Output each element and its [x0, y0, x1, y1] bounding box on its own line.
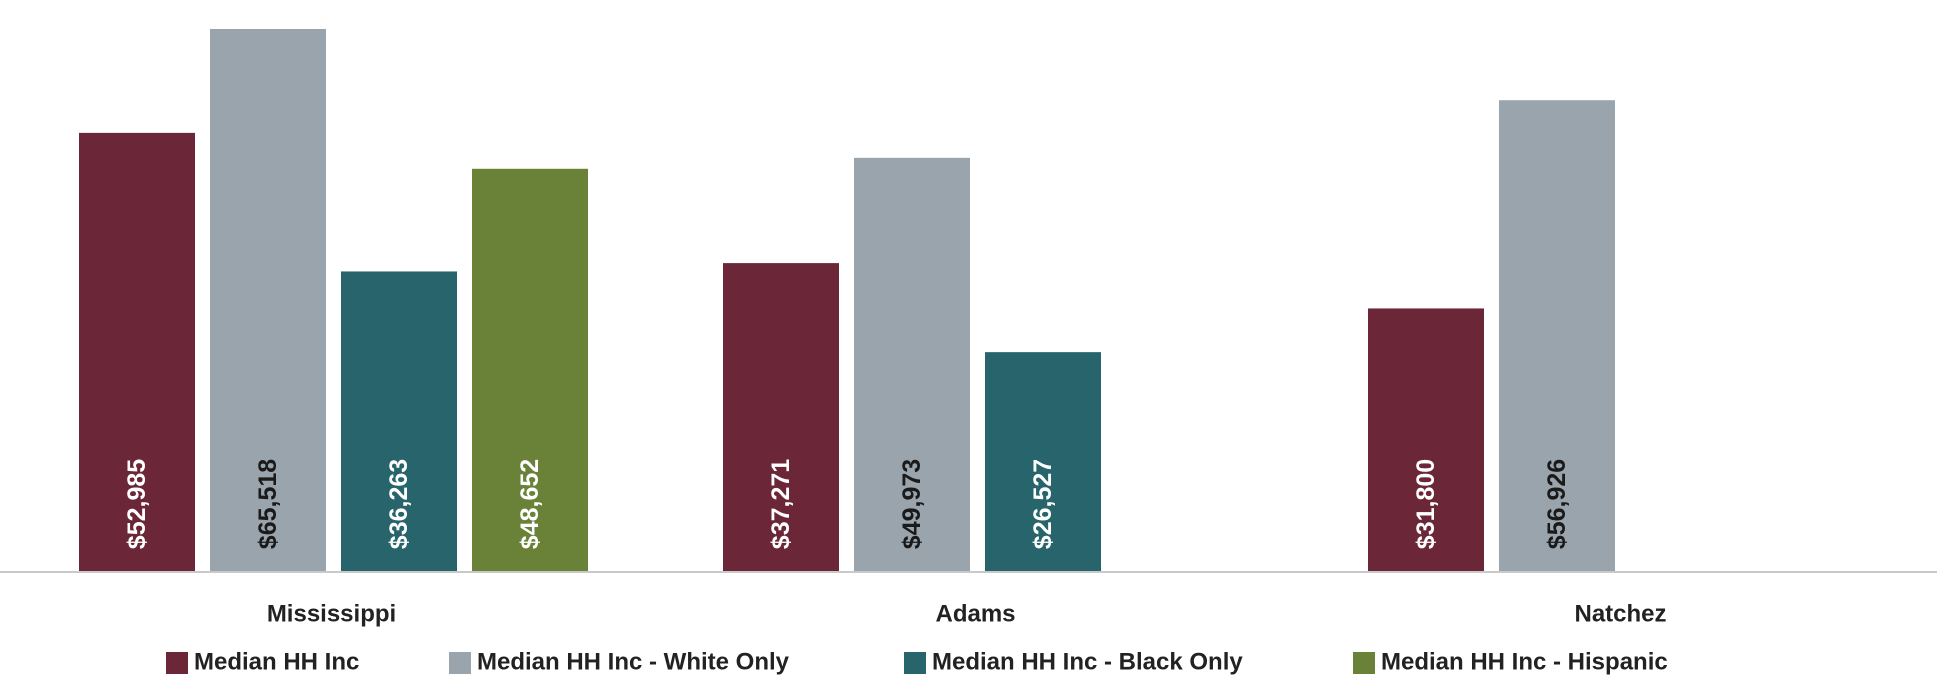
- data-label-adams-series-2: $49,973: [898, 459, 926, 549]
- data-label-natchez-series-2: $56,926: [1543, 459, 1571, 549]
- bar-mississippi-series-3: [341, 271, 457, 572]
- legend-label-1: Median HH Inc: [194, 648, 359, 675]
- bar-adams-series-3: [985, 352, 1101, 572]
- bar-adams-series-2: [854, 157, 970, 572]
- bar-natchez-series-1: [1368, 308, 1484, 572]
- data-label-natchez-series-1: $31,800: [1412, 459, 1440, 549]
- bar-mississippi-series-2: [210, 28, 326, 573]
- bar-mississippi-series-1: [79, 132, 195, 572]
- data-label-adams-series-1: $37,271: [767, 459, 795, 549]
- bar-natchez-series-2: [1499, 100, 1615, 572]
- category-label-natchez: Natchez: [1574, 600, 1666, 627]
- bar-adams-series-1: [723, 263, 839, 572]
- data-label-mississippi-series-1: $52,985: [123, 459, 151, 549]
- data-labels-layer: $52,985 $37,271 $31,800 $65,518 $49,973 $56,9…: [123, 459, 1571, 549]
- legend-swatch-2: [449, 652, 471, 674]
- axis-layer: Mississippi Adams Natchez: [0, 571, 1937, 627]
- legend-swatch-3: [904, 652, 926, 674]
- category-label-adams: Adams: [935, 600, 1015, 627]
- legend-swatch-1: [166, 652, 188, 674]
- bars-layer: [79, 28, 1615, 573]
- legend-swatch-4: [1353, 652, 1375, 674]
- legend: Median HH Inc Median HH Inc - White Only M…: [166, 648, 1668, 675]
- data-label-mississippi-series-2: $65,518: [254, 459, 282, 549]
- legend-label-3: Median HH Inc - Black Only: [932, 648, 1243, 675]
- bar-mississippi-series-4: [472, 168, 588, 572]
- data-label-mississippi-series-3: $36,263: [385, 459, 413, 549]
- legend-label-4: Median HH Inc - Hispanic: [1381, 648, 1668, 675]
- category-label-mississippi: Mississippi: [267, 600, 396, 627]
- legend-label-2: Median HH Inc - White Only: [477, 648, 790, 675]
- data-label-adams-series-3: $26,527: [1029, 459, 1057, 549]
- data-label-mississippi-series-4: $48,652: [516, 459, 544, 549]
